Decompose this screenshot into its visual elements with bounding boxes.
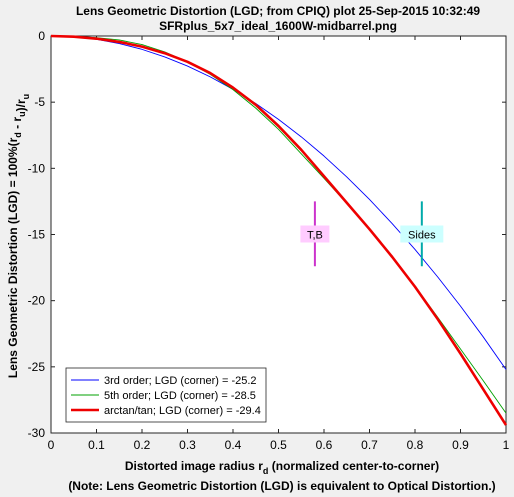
y-axis-label: Lens Geometric Distortion (LGD) = 100%(r… xyxy=(6,94,31,378)
x-tick-label: 0.8 xyxy=(407,438,424,452)
legend-label-5th: 5th order; LGD (corner) = -28.5 xyxy=(104,390,256,402)
y-tick-label: -15 xyxy=(28,228,46,242)
series-lines xyxy=(50,34,508,426)
position-markers: T,B Sides xyxy=(300,201,444,267)
marker-label-0: T,B xyxy=(307,230,323,242)
x-tick-label: 0.2 xyxy=(134,438,151,452)
chart-title: Lens Geometric Distortion (LGD; from CPI… xyxy=(76,4,480,18)
y-tick-label: -5 xyxy=(34,95,45,109)
x-tick-label: 0.7 xyxy=(361,438,378,452)
x-tick-label: 0.1 xyxy=(88,438,105,452)
chart-subtitle: SFRplus_5x7_ideal_1600W-midbarrel.png xyxy=(159,19,397,33)
x-tick-label: 0.5 xyxy=(270,438,287,452)
marker-label-box-0 xyxy=(300,225,330,243)
y-tick-label: -25 xyxy=(28,360,46,374)
marker-label-box-1 xyxy=(400,225,444,243)
marker-label-1: Sides xyxy=(408,230,436,242)
axes-ticks: 0 0.1 0.2 0.3 0.4 0.5 0.6 0.7 0.8 0.9 1 0 -5 -10 -15 -2… xyxy=(28,29,510,452)
legend-box xyxy=(65,367,267,423)
series-line-2 xyxy=(50,34,508,426)
y-tick-label: -20 xyxy=(28,294,46,308)
legend: 3rd order; LGD (corner) = -25.2 5th orde… xyxy=(65,367,267,423)
x-tick-label: 1 xyxy=(503,438,510,452)
legend-label-3rd: 3rd order; LGD (corner) = -25.2 xyxy=(104,375,257,387)
y-tick-label: -30 xyxy=(28,426,46,440)
series-line-0 xyxy=(50,35,507,370)
legend-label-arctan: arctan/tan; LGD (corner) = -29.4 xyxy=(104,405,261,417)
x-tick-label: 0.4 xyxy=(225,438,242,452)
x-tick-label: 0.3 xyxy=(179,438,196,452)
x-tick-label: 0.6 xyxy=(316,438,333,452)
footnote: (Note: Lens Geometric Distortion (LGD) i… xyxy=(68,479,495,493)
x-tick-label: 0.9 xyxy=(452,438,469,452)
y-tick-label: -10 xyxy=(28,161,46,175)
x-axis-label: Distorted image radius rd (normalized ce… xyxy=(125,459,439,476)
x-tick-label: 0 xyxy=(48,438,55,452)
y-tick-label: 0 xyxy=(38,29,45,43)
